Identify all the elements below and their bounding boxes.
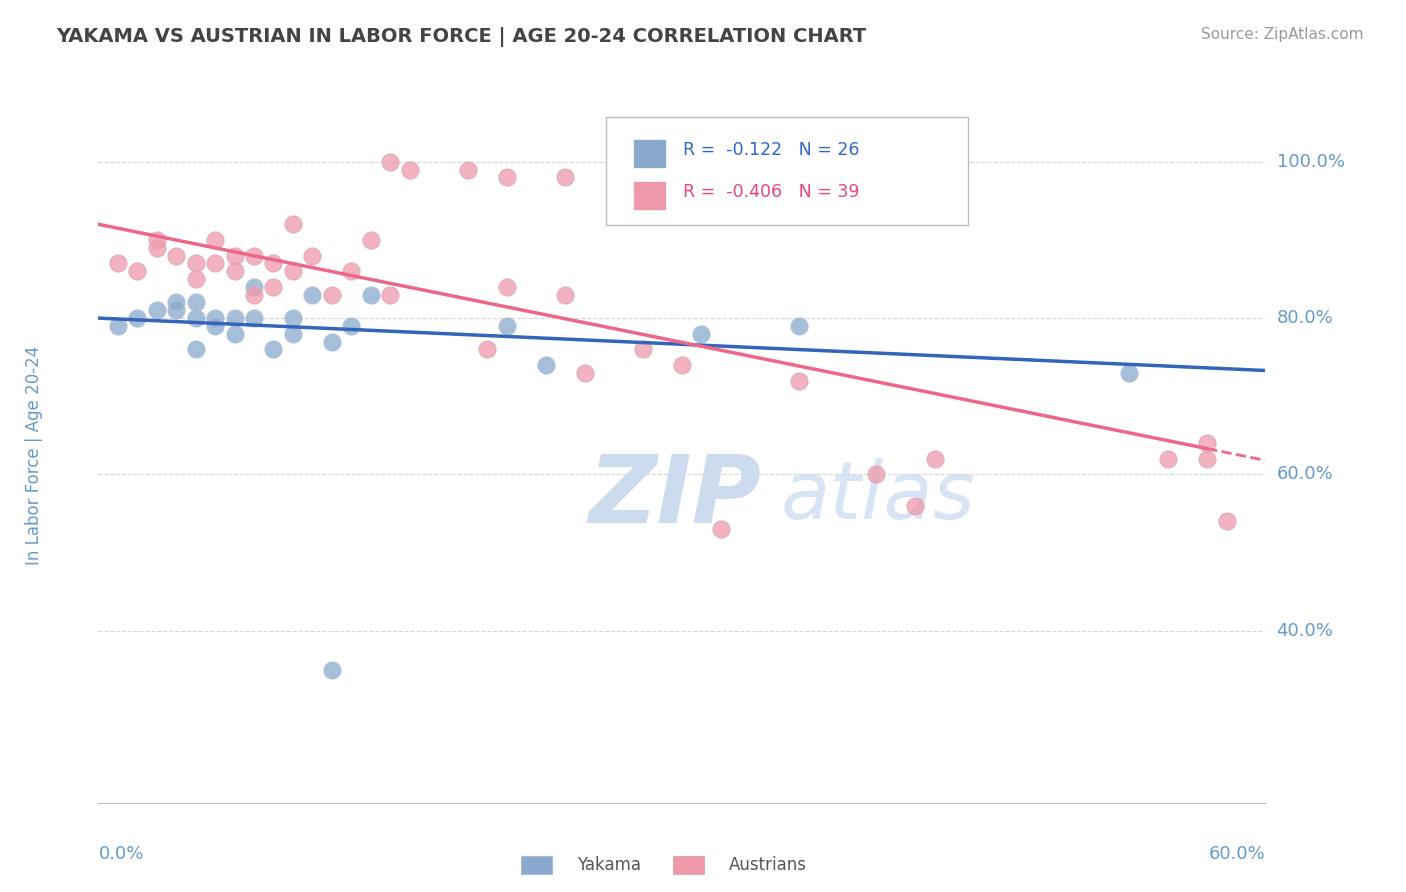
Point — [224, 249, 246, 263]
Text: 80.0%: 80.0% — [1277, 310, 1333, 327]
Point — [1118, 366, 1140, 380]
FancyBboxPatch shape — [606, 118, 967, 226]
Point — [262, 256, 284, 270]
Bar — [633, 139, 665, 169]
Text: Source: ZipAtlas.com: Source: ZipAtlas.com — [1201, 27, 1364, 42]
Point — [262, 343, 284, 357]
Point — [204, 233, 226, 247]
Text: 60.0%: 60.0% — [1277, 466, 1333, 483]
Text: YAKAMA VS AUSTRIAN IN LABOR FORCE | AGE 20-24 CORRELATION CHART: YAKAMA VS AUSTRIAN IN LABOR FORCE | AGE … — [56, 27, 866, 46]
Point — [243, 280, 266, 294]
Point — [146, 233, 169, 247]
Point — [787, 374, 810, 388]
Bar — [633, 181, 665, 210]
Point — [398, 162, 420, 177]
Point — [340, 318, 363, 333]
Point — [574, 366, 596, 380]
Point — [224, 264, 246, 278]
Point — [534, 358, 557, 372]
Point — [204, 256, 226, 270]
Point — [904, 499, 927, 513]
Point — [477, 343, 499, 357]
Point — [1195, 436, 1218, 450]
Point — [281, 264, 304, 278]
Point — [457, 162, 479, 177]
Text: 0.0%: 0.0% — [98, 845, 143, 863]
Text: R =  -0.122   N = 26: R = -0.122 N = 26 — [683, 141, 859, 159]
Point — [127, 311, 149, 326]
Point — [146, 241, 169, 255]
Point — [495, 280, 517, 294]
Point — [146, 303, 169, 318]
Text: Yakama: Yakama — [576, 855, 641, 874]
Point — [184, 256, 207, 270]
Point — [281, 311, 304, 326]
Point — [671, 358, 693, 372]
Point — [710, 522, 733, 536]
Point — [340, 264, 363, 278]
Point — [165, 295, 187, 310]
Point — [184, 311, 207, 326]
Point — [224, 326, 246, 341]
Point — [165, 249, 187, 263]
Point — [301, 249, 323, 263]
Point — [360, 233, 382, 247]
Text: atlas: atlas — [782, 458, 976, 536]
Point — [690, 326, 713, 341]
Text: R =  -0.406   N = 39: R = -0.406 N = 39 — [683, 183, 859, 201]
Point — [360, 287, 382, 301]
Text: In Labor Force | Age 20-24: In Labor Force | Age 20-24 — [25, 345, 44, 565]
Point — [631, 343, 654, 357]
Point — [865, 467, 887, 482]
Point — [378, 154, 402, 169]
Point — [554, 287, 576, 301]
Point — [495, 170, 517, 185]
Point — [184, 272, 207, 286]
Point — [924, 451, 946, 466]
Point — [787, 318, 810, 333]
Point — [107, 256, 129, 270]
Point — [1195, 451, 1218, 466]
Point — [378, 287, 402, 301]
Point — [321, 663, 343, 677]
Point — [1215, 514, 1237, 528]
Text: Austrians: Austrians — [728, 855, 807, 874]
Point — [165, 303, 187, 318]
Point — [281, 217, 304, 231]
Text: ZIP: ZIP — [589, 450, 762, 542]
Point — [184, 343, 207, 357]
Text: 60.0%: 60.0% — [1209, 845, 1265, 863]
Point — [107, 318, 129, 333]
Point — [224, 311, 246, 326]
Point — [321, 334, 343, 349]
Point — [1157, 451, 1180, 466]
Point — [243, 311, 266, 326]
Bar — [672, 856, 704, 874]
Point — [243, 287, 266, 301]
Point — [204, 318, 226, 333]
Point — [321, 287, 343, 301]
Point — [495, 318, 517, 333]
Point — [262, 280, 284, 294]
Point — [281, 326, 304, 341]
Point — [127, 264, 149, 278]
Text: 100.0%: 100.0% — [1277, 153, 1344, 170]
Point — [204, 311, 226, 326]
Text: 40.0%: 40.0% — [1277, 622, 1333, 640]
Point — [243, 249, 266, 263]
Point — [184, 295, 207, 310]
Point — [671, 178, 693, 193]
Point — [554, 170, 576, 185]
Point — [301, 287, 323, 301]
Bar — [520, 856, 553, 874]
